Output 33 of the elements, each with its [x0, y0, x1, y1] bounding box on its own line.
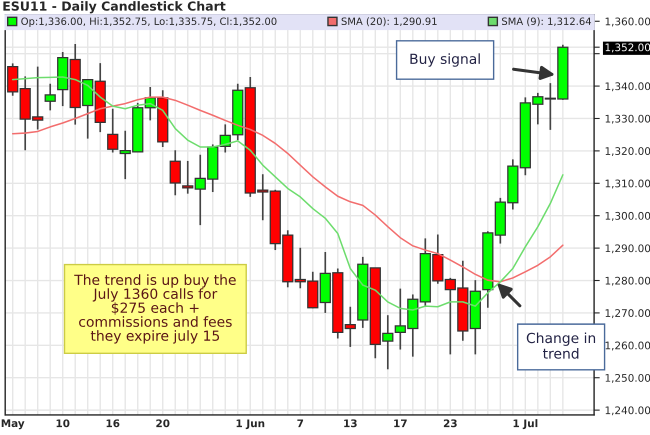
y-tick-label: 1,270.00	[606, 309, 650, 318]
x-tick-label: 17	[394, 419, 407, 428]
legend-label: SMA (9): 1,312.64	[502, 17, 592, 26]
legend-label: SMA (20): 1,290.91	[342, 17, 437, 26]
y-tick-label: 1,330.00	[606, 114, 650, 124]
annotation: Buy signal	[410, 53, 480, 67]
annotation: The trend is up buy the July 1360 calls for $275 each + commissions and fees they expire july 15	[74, 274, 236, 344]
x-tick-label: 1 Jul	[514, 419, 538, 430]
annotation: Change in trend	[526, 332, 596, 359]
chart-title: ESU11 - Daily Candlestick Chart	[3, 1, 226, 14]
y-tick-label: 1,290.00	[606, 244, 650, 254]
annotation: Op:1,336.00, Hi:1,352.75, Lo:1,335.75, Cl:1,352.00	[21, 17, 276, 27]
y-tick-label: 1,352.00	[606, 43, 650, 52]
y-tick-label: 1,240.00	[606, 406, 650, 416]
y-tick-label: 1,320.00	[606, 147, 650, 156]
y-tick-label: 1,280.00	[606, 276, 650, 286]
candlestick	[107, 108, 118, 154]
y-tick-label: 1,300.00	[606, 212, 650, 221]
x-tick-label: 20	[156, 419, 170, 428]
y-tick-label: 1,260.00	[606, 342, 650, 350]
x-tick-label: 10	[56, 419, 70, 428]
x-tick-label: 16	[106, 419, 120, 428]
y-tick-label: 1,310.00	[606, 180, 650, 188]
x-tick-label: 1 Jun	[236, 419, 264, 430]
x-tick-label: 23	[444, 419, 457, 428]
x-tick-label: 7	[297, 419, 304, 428]
x-tick-label: May	[2, 419, 24, 430]
y-tick-label: 1,340.00	[606, 82, 650, 92]
y-tick-label: 1,360.00	[606, 17, 650, 26]
candlestick	[44, 82, 56, 112]
candlestick	[170, 149, 181, 196]
x-tick-label: 13	[344, 419, 357, 428]
y-tick-label: 1,250.00	[606, 374, 650, 383]
